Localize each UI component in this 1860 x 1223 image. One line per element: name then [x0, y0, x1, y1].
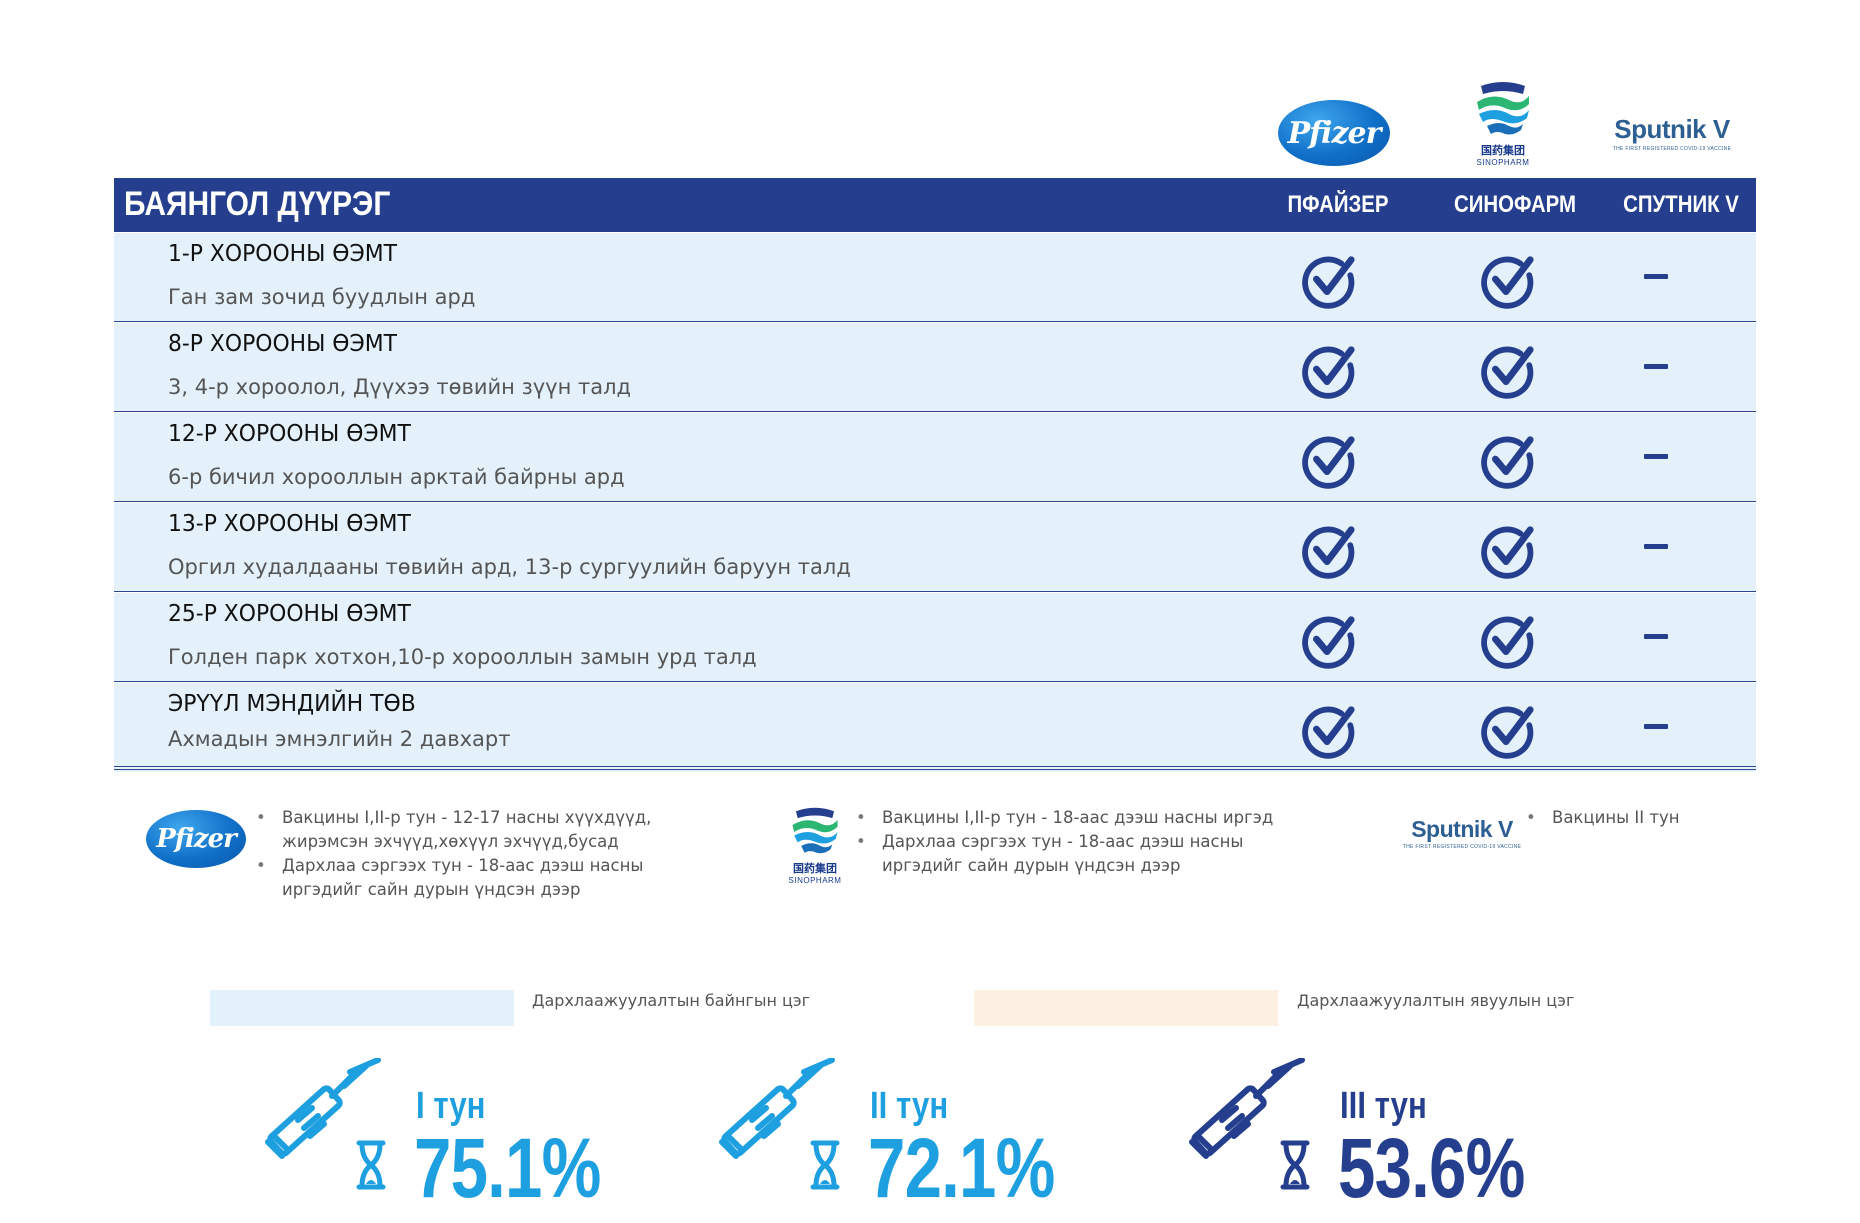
- dose-percentage: 75.1%: [414, 1121, 601, 1215]
- row-title: 13-Р ХОРООНЫ ӨЭМТ: [168, 511, 411, 537]
- row-address: Голден парк хотхон,10-р хорооллын замын …: [168, 645, 757, 669]
- sputnik-logo: Sputnik V THE FIRST REGISTERED COVID-19 …: [1610, 114, 1734, 152]
- sinopharm-en-label: SINOPHARM: [1476, 158, 1530, 167]
- fixed-point-swatch: [210, 990, 514, 1026]
- sinopharm-cn-label: 国药集团: [1481, 144, 1525, 157]
- sputnik-note-1: Вакцины II тун: [1526, 806, 1746, 830]
- dose-label: I тун: [416, 1085, 486, 1127]
- sinopharm-icon: [1477, 82, 1529, 135]
- sinopharm-check-icon: [1478, 252, 1536, 310]
- note-sputnik-tagline: THE FIRST REGISTERED COVID-19 VACCINE: [1402, 844, 1522, 850]
- row-title: 25-Р ХОРООНЫ ӨЭМТ: [168, 601, 411, 627]
- dose-label: II тун: [870, 1085, 949, 1127]
- sinopharm-note-1: Вакцины I,II-р тун - 18-аас дээш насны и…: [856, 806, 1276, 830]
- pfizer-check-icon: [1299, 612, 1357, 670]
- dose-percentage: 72.1%: [868, 1121, 1055, 1215]
- syringe-icon: [712, 1057, 852, 1172]
- pfizer-check-icon: [1299, 252, 1357, 310]
- note-pfizer-logo: Pfizer: [146, 810, 246, 868]
- row-address: Ахмадын эмнэлгийн 2 давхарт: [168, 727, 511, 751]
- table-row: 8-Р ХОРООНЫ ӨЭМТ 3, 4-р хороолол, Дүүхээ …: [114, 323, 1756, 412]
- table-bottom-rule: [114, 766, 1756, 770]
- dose-percentage: 53.6%: [1338, 1121, 1525, 1215]
- hourglass-icon: [1280, 1140, 1310, 1194]
- mobile-point-label: Дархлаажуулалтын явуулын цэг: [1297, 991, 1575, 1010]
- row-address: Оргил худалдааны төвийн ард, 13-р сургуу…: [168, 555, 851, 579]
- pfizer-check-icon: [1299, 702, 1357, 760]
- note-sputnik-logo: Sputnik V THE FIRST REGISTERED COVID-19 …: [1402, 816, 1522, 850]
- sinopharm-logo: 国药集团 SINOPHARM: [1460, 80, 1546, 167]
- note-sinopharm-en: SINOPHARM: [788, 876, 842, 885]
- pfizer-logo: Pfizer: [1278, 100, 1390, 166]
- sinopharm-note-2: Дархлаа сэргээх тун - 18-аас дээш насны …: [856, 830, 1276, 878]
- pfizer-check-icon: [1299, 342, 1357, 400]
- row-address: Ган зам зочид буудлын ард: [168, 285, 476, 309]
- note-sinopharm-cn: 国药集团: [793, 862, 837, 875]
- row-address: 3, 4-р хороолол, Дүүхээ төвийн зүүн талд: [168, 375, 632, 399]
- sputnik-dash-icon: [1644, 544, 1668, 549]
- row-title: ЭРҮҮЛ МЭНДИЙН ТӨВ: [168, 691, 416, 717]
- table-row: 1-Р ХОРООНЫ ӨЭМТ Ган зам зочид буудлын ар…: [114, 233, 1756, 322]
- syringe-icon: [258, 1057, 398, 1172]
- pfizer-check-icon: [1299, 432, 1357, 490]
- dose-label: III тун: [1340, 1085, 1427, 1127]
- district-title: БАЯНГОЛ ДҮҮРЭГ: [124, 185, 391, 223]
- fixed-point-label: Дархлаажуулалтын байнгын цэг: [532, 991, 811, 1010]
- note-sputnik-text: Sputnik V: [1411, 816, 1513, 842]
- table-row: ЭРҮҮЛ МЭНДИЙН ТӨВ Ахмадын эмнэлгийн 2 дав…: [114, 683, 1756, 772]
- col-pfizer: ПФАЙЗЕР: [1287, 191, 1389, 218]
- syringe-icon: [1182, 1057, 1322, 1172]
- sinopharm-check-icon: [1478, 702, 1536, 760]
- sputnik-logo-text: Sputnik V: [1614, 114, 1730, 144]
- col-sputnik: СПУТНИК V: [1623, 191, 1739, 218]
- mobile-point-swatch: [974, 990, 1278, 1026]
- hourglass-icon: [356, 1140, 386, 1194]
- sputnik-dash-icon: [1644, 634, 1668, 639]
- sinopharm-check-icon: [1478, 342, 1536, 400]
- table-row: 13-Р ХОРООНЫ ӨЭМТ Оргил худалдааны төвийн…: [114, 503, 1756, 592]
- table-row: 25-Р ХОРООНЫ ӨЭМТ Голден парк хотхон,10-р…: [114, 593, 1756, 682]
- sinopharm-notes: Вакцины I,II-р тун - 18-аас дээш насны и…: [856, 806, 1276, 878]
- table-header: БАЯНГОЛ ДҮҮРЭГ ПФАЙЗЕР СИНОФАРМ СПУТНИК …: [114, 178, 1756, 232]
- pfizer-notes: Вакцины I,II-р тун - 12-17 насны хүүхдүү…: [256, 806, 676, 902]
- sputnik-dash-icon: [1644, 454, 1668, 459]
- sinopharm-check-icon: [1478, 522, 1536, 580]
- row-address: 6-р бичил хорооллын арктай байрны ард: [168, 465, 625, 489]
- row-title: 12-Р ХОРООНЫ ӨЭМТ: [168, 421, 411, 447]
- hourglass-icon: [810, 1140, 840, 1194]
- pfizer-note-1: Вакцины I,II-р тун - 12-17 насны хүүхдүү…: [256, 806, 676, 854]
- sputnik-dash-icon: [1644, 274, 1668, 279]
- sputnik-dash-icon: [1644, 724, 1668, 729]
- sputnik-dash-icon: [1644, 364, 1668, 369]
- row-title: 8-Р ХОРООНЫ ӨЭМТ: [168, 331, 397, 357]
- note-sinopharm-logo: 国药集团 SINOPHARM: [770, 806, 860, 885]
- sputnik-tagline: THE FIRST REGISTERED COVID-19 VACCINE: [1612, 146, 1732, 152]
- note-sinopharm-icon: [792, 807, 838, 854]
- sinopharm-check-icon: [1478, 432, 1536, 490]
- pfizer-note-2: Дархлаа сэргээх тун - 18-аас дээш насны …: [256, 854, 676, 902]
- pfizer-logo-text: Pfizer: [1287, 115, 1382, 151]
- note-pfizer-logo-text: Pfizer: [156, 824, 237, 854]
- table-row: 12-Р ХОРООНЫ ӨЭМТ 6-р бичил хорооллын арк…: [114, 413, 1756, 502]
- pfizer-check-icon: [1299, 522, 1357, 580]
- row-title: 1-Р ХОРООНЫ ӨЭМТ: [168, 241, 397, 267]
- sputnik-notes: Вакцины II тун: [1526, 806, 1746, 830]
- col-sinopharm: СИНОФАРМ: [1454, 191, 1576, 218]
- sinopharm-check-icon: [1478, 612, 1536, 670]
